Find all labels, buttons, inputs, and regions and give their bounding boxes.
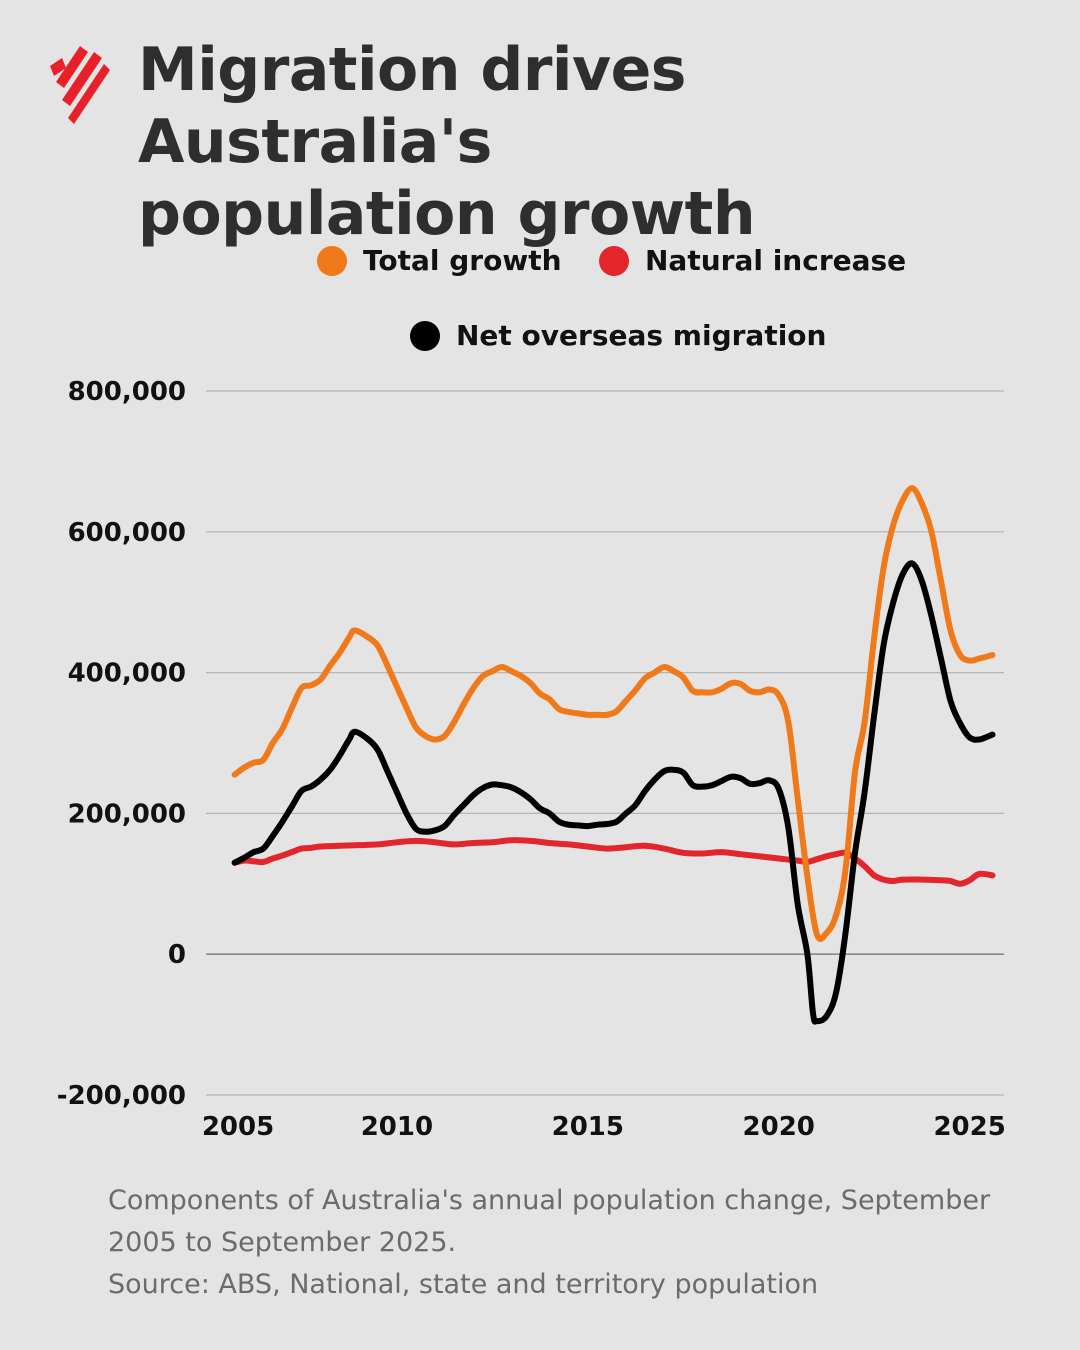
legend-swatch-net-overseas-migration: [410, 320, 440, 351]
caption-line-1: Components of Australia's annual populat…: [108, 1185, 991, 1216]
legend-label-net-overseas-migration: Net overseas migration: [456, 319, 827, 352]
x-tick-label: 2010: [361, 1112, 433, 1142]
legend-item-total-growth: Total growth: [317, 244, 562, 277]
sbs-logo-icon: [50, 46, 110, 124]
legend-item-natural-increase: Natural increase: [599, 244, 906, 277]
y-tick-label: 0: [168, 940, 186, 970]
y-tick-label: -200,000: [57, 1081, 186, 1111]
legend-item-net-overseas-migration: Net overseas migration: [410, 319, 826, 352]
series-lines: [231, 485, 996, 1025]
y-tick-label: 200,000: [68, 799, 186, 829]
legend-label-natural-increase: Natural increase: [645, 244, 907, 277]
x-axis-tick-labels: 2005 2010 2015 2020 2025: [202, 1112, 1006, 1142]
x-tick-label: 2020: [743, 1112, 815, 1142]
legend-label-total-growth: Total growth: [363, 244, 562, 277]
title-line-2: population growth: [138, 179, 756, 249]
y-tick-label: 400,000: [68, 659, 186, 689]
x-tick-label: 2025: [933, 1112, 1005, 1142]
y-tick-label: 800,000: [68, 377, 186, 407]
x-tick-label: 2015: [552, 1112, 624, 1142]
caption-line-3: Source: ABS, National, state and territo…: [108, 1269, 819, 1300]
y-axis-tick-labels: 800,000 600,000 400,000 200,000 0 -200,000: [57, 377, 186, 1111]
series-line-total-growth: [231, 485, 996, 943]
y-tick-label: 600,000: [68, 518, 186, 548]
chart-caption: Components of Australia's annual populat…: [108, 1180, 1038, 1306]
legend-swatch-total-growth: [317, 245, 347, 276]
caption-line-2: 2005 to September 2025.: [108, 1227, 457, 1258]
series-line-net-overseas-migration: [231, 560, 996, 1025]
title-line-1: Migration drives Australia's: [138, 35, 687, 177]
legend-swatch-natural-increase: [599, 245, 629, 276]
series-line-natural-increase: [231, 837, 996, 887]
gridlines: [206, 390, 1004, 1096]
line-chart: 800,000 600,000 400,000 200,000 0 -200,000 20…: [57, 377, 1006, 1142]
page-title: Migration drives Australia's population …: [138, 34, 1038, 250]
x-tick-label: 2005: [202, 1112, 274, 1142]
